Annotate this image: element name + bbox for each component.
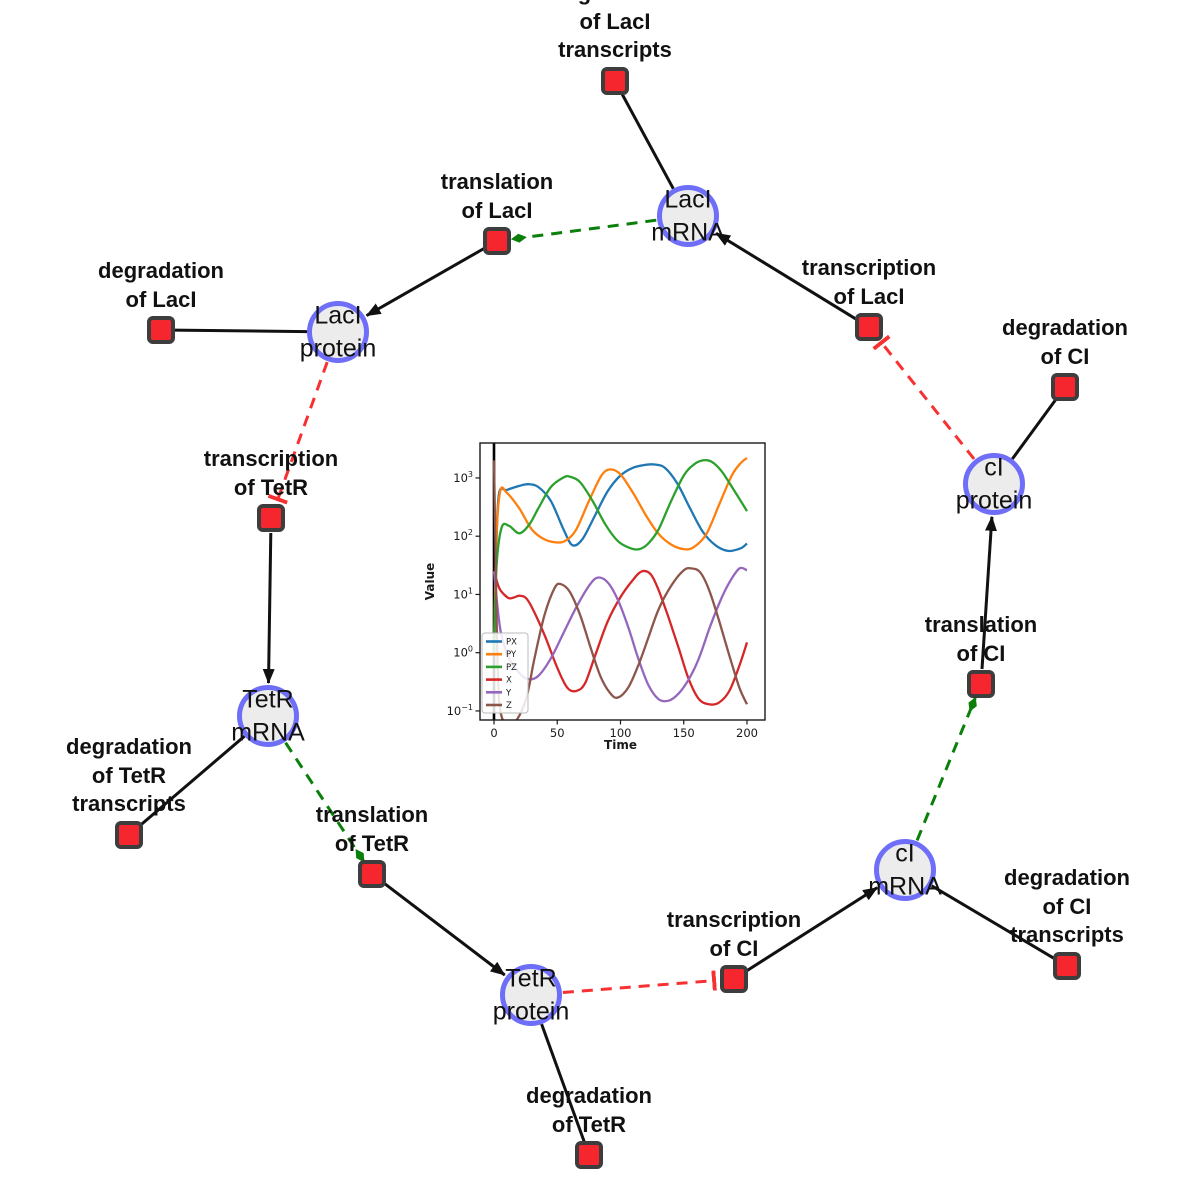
- reaction-node-deg_tetr_tx: [115, 821, 143, 849]
- legend-label-Z: Z: [506, 701, 512, 711]
- tetr_protein-label: TetR protein: [492, 964, 570, 1026]
- edge-consumption-laci_mrna-deg_laci_tx: [619, 91, 675, 190]
- reaction-node-translation_tetr: [358, 860, 386, 888]
- transcription_tetr-label: transcription of TetR: [203, 445, 339, 500]
- ci_mrna-label: cI mRNA: [868, 839, 942, 901]
- edge-production-translation_laci-laci_protein: [365, 247, 485, 317]
- reaction-node-transcription_tetr: [257, 504, 285, 532]
- deg_laci-label: degradation of LacI: [98, 257, 224, 312]
- deg_laci_tx-label: degradation of LacI transcripts: [552, 0, 678, 63]
- transcription_ci-label: transcription of CI: [666, 906, 802, 961]
- y-tick-label: 102: [453, 528, 473, 543]
- ci_protein-label: cI protein: [955, 453, 1033, 515]
- transcription_laci-label: transcription of LacI: [801, 254, 937, 309]
- series-line-PZ: [492, 458, 748, 653]
- series-line-Z: [492, 460, 749, 720]
- series-line-PX: [492, 463, 748, 653]
- deg_ci-label: degradation of CI: [1002, 314, 1128, 369]
- edge-consumption-tetr_mrna-deg_tetr_tx: [137, 735, 246, 828]
- tetr_mrna-label: TetR mRNA: [231, 685, 305, 747]
- legend-label-X: X: [506, 676, 512, 686]
- x-tick-label: 200: [736, 726, 758, 740]
- legend-label-PY: PY: [506, 650, 517, 660]
- species-node-tetr_mrna: [237, 685, 299, 747]
- y-tick-label: 101: [453, 586, 473, 601]
- translation_laci-label: translation of LacI: [440, 168, 554, 223]
- simulation-inset-chart: 0 50 100 150 200 103 102 101 100 10−1 Time Value PX P…: [425, 433, 785, 773]
- edge-modifier-ci_mrna-translation_ci: [915, 696, 977, 841]
- species-node-laci_protein: [307, 301, 369, 363]
- edge-production-translation_ci-ci_protein: [980, 515, 997, 670]
- edge-production-transcription_laci-laci_mrna: [715, 232, 857, 321]
- species-node-ci_protein: [963, 453, 1025, 515]
- reaction-node-deg_ci: [1051, 373, 1079, 401]
- legend-label-PZ: PZ: [506, 663, 517, 673]
- reaction-node-translation_ci: [967, 670, 995, 698]
- series-line-Y: [492, 566, 748, 703]
- laci_protein-label: LacI protein: [299, 301, 377, 363]
- y-tick-label: 100: [453, 645, 473, 660]
- deg_tetr_tx-label: degradation of TetR transcripts: [66, 734, 192, 817]
- series-line-PY: [492, 457, 748, 653]
- legend-label-Y: Y: [505, 688, 512, 698]
- series-line-X: [492, 569, 749, 706]
- legend-label-PX: PX: [506, 638, 517, 648]
- edge-production-transcription_tetr-tetr_mrna: [262, 532, 275, 684]
- x-tick-label: 150: [673, 726, 695, 740]
- deg_ci_tx-label: degradation of CI transcripts: [1004, 865, 1130, 948]
- reaction-node-deg_tetr: [575, 1141, 603, 1169]
- translation_tetr-label: translation of TetR: [315, 801, 429, 856]
- edge-consumption-ci_protein-deg_ci: [1011, 396, 1059, 460]
- edge-inhibition-laci_protein-transcription_tetr: [267, 361, 329, 505]
- deg_tetr-label: degradation of TetR: [526, 1082, 652, 1137]
- translation_ci-label: translation of CI: [924, 611, 1038, 666]
- edge-consumption-tetr_protein-deg_tetr: [540, 1023, 587, 1144]
- y-axis-label: Value: [425, 563, 437, 601]
- x-tick-label: 50: [550, 726, 565, 740]
- edge-modifier-tetr_mrna-translation_tetr: [284, 741, 366, 863]
- edge-inhibition-ci_protein-transcription_laci: [872, 334, 976, 460]
- species-node-laci_mrna: [657, 185, 719, 247]
- species-node-ci_mrna: [874, 839, 936, 901]
- species-node-tetr_protein: [500, 964, 562, 1026]
- y-tick-label: 103: [453, 470, 473, 485]
- edge-consumption-laci_protein-deg_laci: [173, 328, 308, 334]
- reaction-node-transcription_laci: [855, 313, 883, 341]
- y-tick-label: 10−1: [447, 703, 473, 718]
- edge-production-translation_tetr-tetr_protein: [382, 881, 506, 977]
- axes-spines: [479, 442, 766, 721]
- edge-inhibition-tetr_protein-transcription_ci: [562, 970, 717, 994]
- reaction-node-translation_laci: [483, 227, 511, 255]
- edge-production-transcription_ci-ci_mrna: [745, 886, 879, 973]
- legend-box: [481, 632, 529, 714]
- reaction-node-deg_laci_tx: [601, 67, 629, 95]
- edge-modifier-laci_mrna-translation_laci: [510, 218, 657, 243]
- reaction-node-deg_ci_tx: [1053, 952, 1081, 980]
- x-tick-label: 100: [610, 726, 632, 740]
- edge-consumption-ci_mrna-deg_ci_tx: [930, 884, 1057, 961]
- x-tick-label: 0: [490, 726, 497, 740]
- x-axis-label: Time: [604, 738, 637, 752]
- reaction-node-deg_laci: [147, 316, 175, 344]
- reaction-node-transcription_ci: [720, 965, 748, 993]
- laci_mrna-label: LacI mRNA: [651, 185, 725, 247]
